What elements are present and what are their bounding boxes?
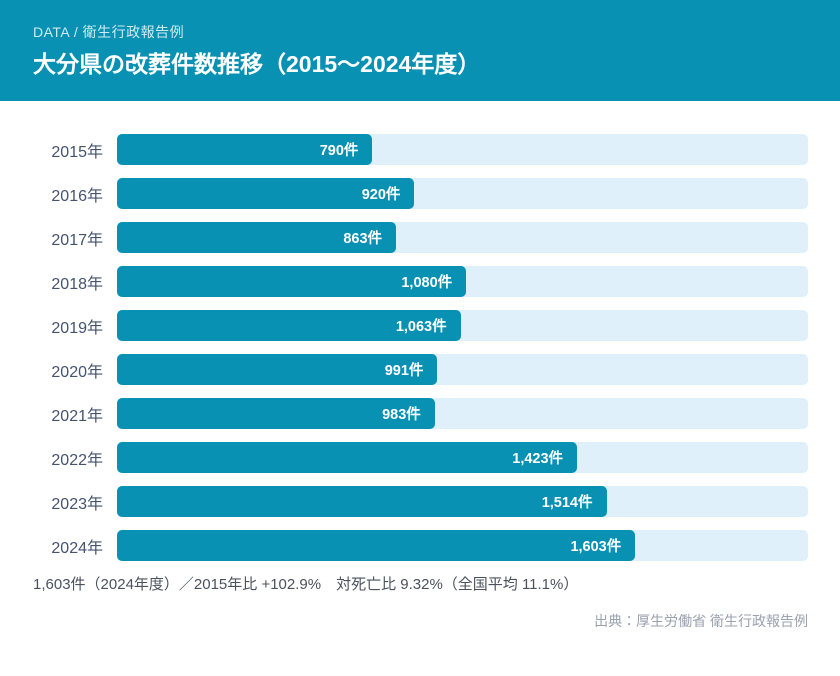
bar-row: 2017年 863件 [33, 222, 808, 253]
bar-value-label: 863件 [343, 231, 383, 247]
bar-track: 863件 [117, 222, 808, 253]
year-label: 2023年 [51, 495, 103, 513]
year-label: 2021年 [51, 407, 103, 425]
bar-fill: 790件 [117, 134, 373, 165]
bar-track: 1,603件 [117, 530, 808, 561]
bar-fill: 1,063件 [117, 310, 461, 341]
bar-row: 2022年 1,423件 [33, 442, 808, 473]
year-label: 2017年 [51, 231, 103, 249]
year-label: 2020年 [51, 363, 103, 381]
bar-value-label: 983件 [382, 407, 421, 423]
bar-chart: 2015年 790件 2016年 920件 2017年 863件 2018年 1,080件 20… [0, 101, 840, 561]
year-label: 2015年 [51, 143, 103, 161]
bar-track: 1,063件 [117, 310, 808, 341]
bar-fill: 1,603件 [117, 530, 636, 561]
header: DATA / 衛生行政報告例 大分県の改葬件数推移（2015～2024年度） [0, 0, 840, 101]
bar-fill: 920件 [117, 178, 415, 209]
bar-row: 2016年 920件 [33, 178, 808, 209]
bar-track: 1,514件 [117, 486, 808, 517]
bar-value-label: 1,514件 [541, 495, 593, 511]
bar-row: 2024年 1,603件 [33, 530, 808, 561]
bar-value-label: 991件 [384, 363, 424, 379]
bar-value-label: 1,063件 [395, 319, 447, 335]
bar-fill: 1,423件 [117, 442, 578, 473]
bar-row: 2020年 991件 [33, 354, 808, 385]
bar-row: 2021年 983件 [33, 398, 808, 429]
bar-track: 1,423件 [117, 442, 808, 473]
bar-fill: 991件 [117, 354, 438, 385]
bar-value-label: 920件 [361, 187, 401, 203]
year-label: 2018年 [51, 275, 103, 293]
bar-row: 2015年 790件 [33, 134, 808, 165]
bar-track: 991件 [117, 354, 808, 385]
bar-row: 2019年 1,063件 [33, 310, 808, 341]
bar-fill: 1,080件 [117, 266, 467, 297]
page-title: 大分県の改葬件数推移（2015～2024年度） [33, 50, 481, 77]
source-attribution: 出典：厚生労働省 衛生行政報告例 [594, 613, 808, 629]
bar-rows-container: 2015年 790件 2016年 920件 2017年 863件 2018年 1,080件 20… [33, 134, 808, 561]
bar-fill: 863件 [117, 222, 397, 253]
bar-track: 983件 [117, 398, 808, 429]
bar-row: 2023年 1,514件 [33, 486, 808, 517]
bar-track: 920件 [117, 178, 808, 209]
bar-fill: 983件 [117, 398, 435, 429]
bar-value-label: 790件 [319, 143, 359, 159]
bar-fill: 1,514件 [117, 486, 607, 517]
bar-row: 2018年 1,080件 [33, 266, 808, 297]
bar-value-label: 1,080件 [401, 275, 453, 291]
bar-value-label: 1,423件 [512, 451, 564, 467]
breadcrumb: DATA / 衛生行政報告例 [33, 24, 185, 40]
year-label: 2016年 [51, 187, 103, 205]
bar-track: 1,080件 [117, 266, 808, 297]
year-label: 2024年 [51, 539, 103, 557]
year-label: 2022年 [51, 451, 103, 469]
bar-value-label: 1,603件 [570, 539, 622, 555]
year-label: 2019年 [51, 319, 103, 337]
summary-stats: 1,603件（2024年度）／2015年比 +102.9% 対死亡比 9.32%… [33, 576, 579, 593]
bar-track: 790件 [117, 134, 808, 165]
